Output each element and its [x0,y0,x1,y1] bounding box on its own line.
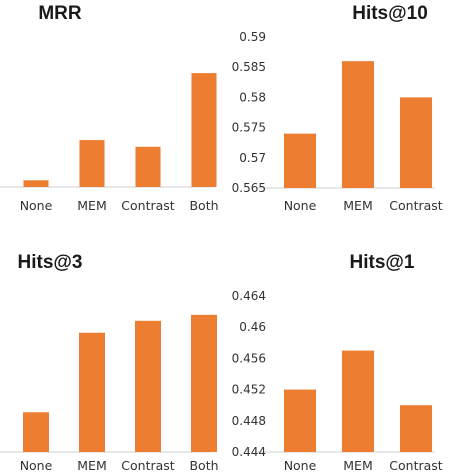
y-tick-label: 0.575 [232,121,266,135]
y-tick-label: 0.448 [232,414,266,428]
y-tick-label: 0.444 [232,445,266,459]
bar-contrast [135,146,161,187]
bar-none [284,389,316,452]
bar-both [191,73,217,187]
category-label: Both [189,458,218,473]
y-tick-label: 0.59 [239,30,266,44]
bar-mem [79,332,105,452]
bar-none [23,412,49,452]
category-label: MEM [343,458,372,473]
category-label: Both [189,198,218,213]
chart-title: MRR [38,3,82,24]
category-label: None [20,198,53,213]
chart-title: Hits@1 [350,252,415,273]
category-label: None [284,198,317,213]
y-tick-label: 0.57 [239,151,266,165]
y-tick-label: 0.456 [232,351,266,365]
chart-title: Hits@10 [352,3,428,24]
y-tick-label: 0.46 [239,320,266,334]
bar-none [284,133,316,188]
y-tick-label: 0.565 [232,181,266,195]
category-label: Contrast [121,198,175,213]
category-label: MEM [343,198,372,213]
y-tick-label: 0.452 [232,383,266,397]
bar-mem [79,140,105,187]
category-label: None [284,458,317,473]
category-label: Contrast [121,458,175,473]
y-tick-label: 0.464 [232,289,266,303]
category-label: None [20,458,53,473]
category-label: Contrast [389,458,443,473]
bar-contrast [400,97,432,188]
category-label: Contrast [389,198,443,213]
bar-both [191,314,217,452]
bar-mem [342,61,374,188]
category-label: MEM [77,458,106,473]
y-tick-label: 0.58 [239,90,266,104]
bar-mem [342,350,374,452]
bar-contrast [400,405,432,452]
chart-title: Hits@3 [18,252,83,273]
y-tick-label: 0.585 [232,60,266,74]
bar-contrast [135,320,161,452]
category-label: MEM [77,198,106,213]
bar-none [23,180,49,187]
